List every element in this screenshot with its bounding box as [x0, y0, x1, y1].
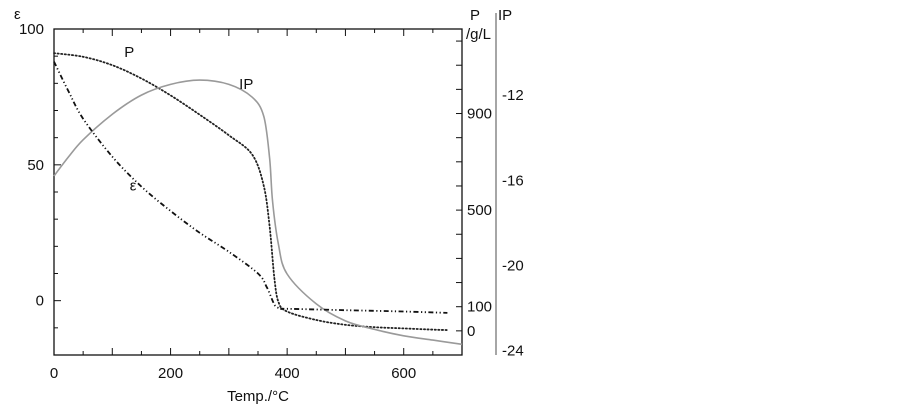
left-tick-label: 100: [19, 21, 44, 38]
series-line-p: [53, 52, 449, 331]
series-line-ip: [53, 79, 463, 346]
p-tick-label: 900: [467, 106, 492, 123]
series-line-epsilon: [53, 61, 448, 314]
ip-tick-label: -20: [502, 258, 524, 275]
series-annotation: IP: [239, 76, 253, 93]
x-tick-label: 200: [158, 365, 183, 382]
x-tick-label: 0: [50, 365, 58, 382]
left-tick-label: 0: [36, 293, 44, 310]
ip-tick-label: -16: [502, 172, 524, 189]
series-annotation: ε: [130, 177, 137, 194]
x-axis-label: Temp./°C: [227, 388, 289, 405]
p-axis-label: P: [470, 7, 480, 24]
left-tick-label: 50: [27, 157, 44, 174]
p-tick-label: 100: [467, 299, 492, 316]
ip-tick-label: -12: [502, 87, 524, 104]
ip-axis-label: IP: [498, 7, 512, 24]
ip-tick-label: -24: [502, 343, 524, 360]
p-axis-unit: /g/L: [466, 26, 491, 43]
p-tick-label: 500: [467, 202, 492, 219]
left-axis-label: ε: [14, 6, 21, 23]
x-tick-label: 600: [391, 365, 416, 382]
plot-frame: [53, 28, 463, 356]
p-tick-label: 0: [467, 323, 475, 340]
x-tick-label: 400: [275, 365, 300, 382]
series-annotation: P: [124, 44, 134, 61]
